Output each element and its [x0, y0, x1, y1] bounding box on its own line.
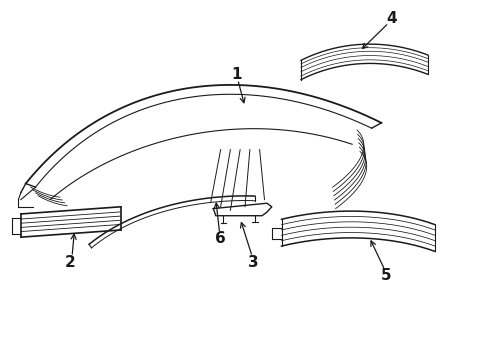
Text: 6: 6 [215, 231, 226, 247]
Text: 1: 1 [231, 67, 242, 82]
Text: 4: 4 [386, 11, 396, 26]
Text: 2: 2 [65, 255, 76, 270]
Text: 3: 3 [248, 255, 259, 270]
Text: 5: 5 [381, 268, 392, 283]
